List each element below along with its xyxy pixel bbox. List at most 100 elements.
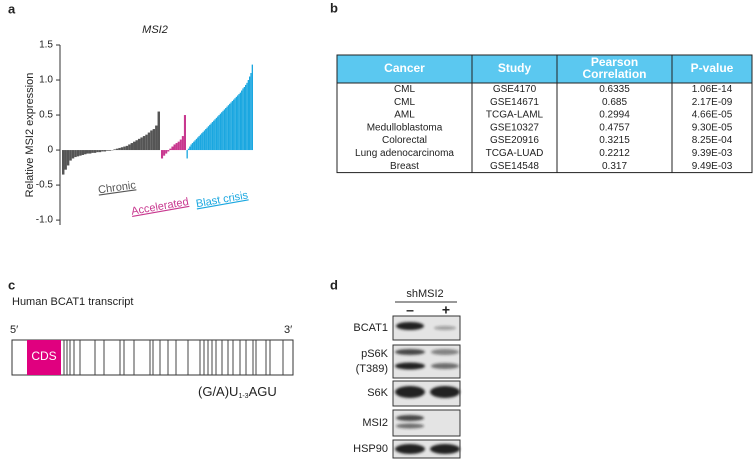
bar — [142, 136, 146, 151]
bar — [179, 139, 182, 151]
bar — [169, 148, 172, 151]
bar — [237, 95, 239, 151]
table-cell: GSE14671 — [490, 97, 539, 108]
motif-part: (G/A)U — [198, 384, 238, 399]
bar — [246, 82, 248, 151]
motif-part: AGU — [249, 384, 277, 399]
bar — [230, 102, 232, 151]
bar — [106, 150, 109, 151]
bar — [205, 129, 207, 151]
bar — [218, 115, 220, 151]
bar — [223, 109, 226, 151]
bar — [181, 136, 184, 151]
bar — [66, 150, 70, 166]
bar — [76, 150, 80, 157]
table-cell: CML — [394, 84, 416, 95]
bar — [123, 146, 126, 151]
table-header: Cancer — [384, 61, 425, 75]
bar — [118, 147, 121, 151]
bar — [186, 150, 188, 159]
bar — [247, 80, 250, 151]
table-border — [336, 54, 753, 174]
table-cell: AML — [394, 110, 415, 121]
bar — [165, 150, 168, 154]
bar — [86, 150, 89, 154]
group-label: Accelerated — [130, 196, 189, 218]
bar — [226, 106, 228, 151]
table-cell: 0.317 — [602, 161, 627, 172]
panel-label: d — [330, 277, 338, 292]
panel-label: c — [8, 277, 15, 292]
bar — [222, 110, 224, 151]
table-cell: 0.2994 — [599, 110, 630, 121]
table-cell: 4.66E-05 — [692, 110, 733, 121]
table-cell: TCGA-LAML — [486, 110, 544, 121]
bar — [225, 108, 227, 151]
motif: (G/A)U1-3AGU — [198, 384, 277, 399]
chart-title: MSI2 — [142, 24, 168, 36]
group-label: Chronic — [97, 179, 137, 196]
bar — [207, 126, 210, 151]
bar — [210, 123, 212, 151]
table-header-bg — [337, 55, 752, 83]
bar — [206, 127, 208, 151]
bar — [62, 150, 65, 175]
bar — [88, 150, 92, 154]
bar — [171, 146, 174, 151]
blot-row-label: HSP90 — [353, 443, 388, 455]
bar — [201, 133, 203, 151]
y-tick-label: 1.0 — [39, 75, 53, 86]
bar — [152, 129, 156, 151]
bar — [101, 150, 104, 152]
bar — [234, 98, 236, 151]
motif-subscript: 1-3 — [238, 393, 248, 400]
header-line: Correlation — [582, 67, 646, 81]
bar — [150, 130, 153, 151]
bar — [189, 146, 191, 151]
transcript-title: Human BCAT1 transcript — [12, 296, 133, 308]
table: Cancer Study Pearson Correlation P-value CML G… — [336, 54, 753, 174]
bar — [229, 103, 231, 151]
bar — [213, 120, 215, 151]
bar — [203, 130, 206, 151]
table-cell: 0.2212 — [599, 148, 630, 159]
bar — [98, 150, 102, 153]
motif-sites — [63, 340, 284, 375]
bar — [217, 116, 219, 151]
bar — [193, 141, 195, 151]
bar — [183, 115, 186, 151]
bar — [249, 76, 251, 151]
bar — [113, 149, 116, 151]
table-cell: Breast — [390, 161, 419, 172]
table-cell: GSE20916 — [490, 135, 539, 146]
bar — [133, 141, 136, 151]
bar — [74, 150, 77, 158]
bar — [190, 144, 192, 151]
bar — [197, 137, 199, 151]
bar — [69, 150, 72, 161]
bar — [96, 150, 99, 153]
bar — [137, 138, 141, 151]
five-prime: 5′ — [10, 324, 18, 336]
bar — [191, 143, 194, 151]
bar — [215, 117, 218, 151]
bar — [239, 92, 242, 151]
y-tick-label: -1.0 — [36, 215, 54, 226]
table-cell: 9.49E-03 — [692, 161, 733, 172]
table-cell: Medulloblastoma — [367, 122, 443, 133]
bar — [167, 150, 170, 152]
table-cell: 0.3215 — [599, 135, 630, 146]
y-tick-label: 0 — [47, 145, 53, 156]
bar — [145, 134, 148, 151]
table-cell: GSE14548 — [490, 161, 539, 172]
bar — [221, 112, 223, 151]
bar — [241, 90, 243, 151]
bar — [108, 150, 111, 151]
table-cell: GSE4170 — [493, 84, 537, 95]
bar — [250, 73, 252, 151]
bar — [227, 105, 230, 151]
bar — [238, 94, 240, 151]
table-cell: 0.6335 — [599, 84, 630, 95]
table-cell: 2.17E-09 — [692, 97, 733, 108]
bar — [163, 150, 166, 156]
